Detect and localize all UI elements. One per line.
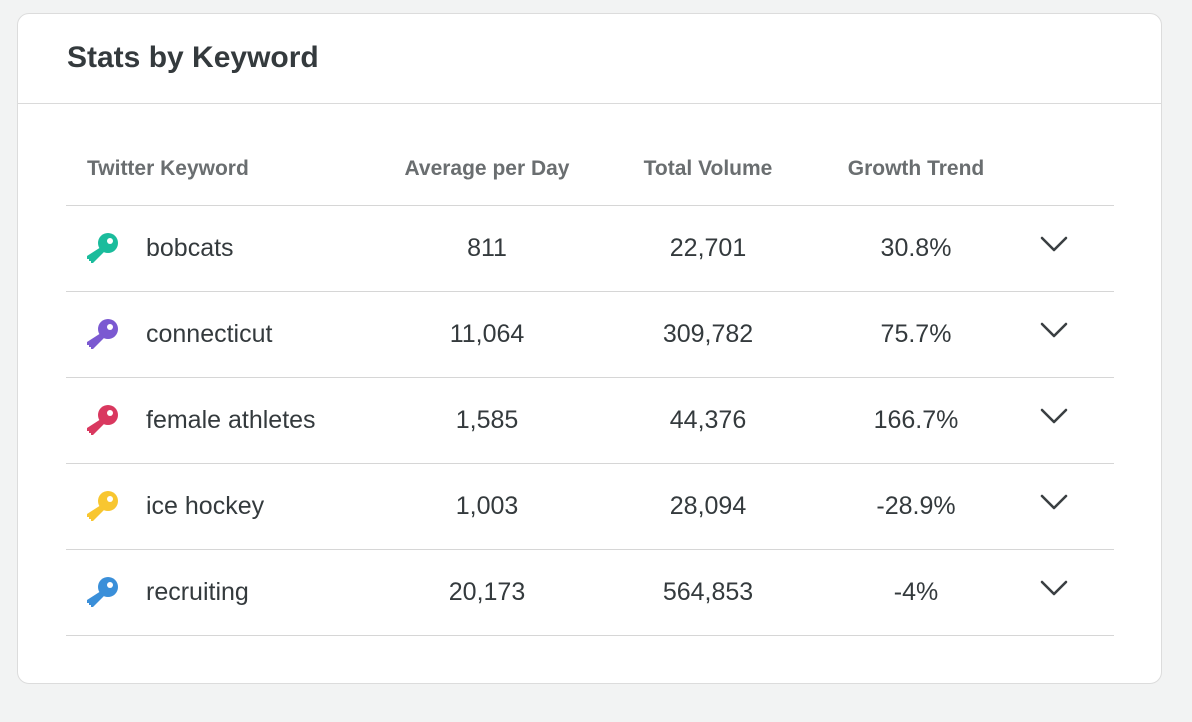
key-icon (87, 318, 118, 349)
average-per-day-cell: 11,064 (449, 320, 525, 348)
header-average-per-day: Average per Day (404, 156, 570, 180)
table-row-connecticut[interactable]: connecticut 11,064 309,782 75.7% (66, 292, 1114, 378)
header-twitter-keyword: Twitter Keyword (87, 156, 249, 180)
keyword-cell: female athletes (66, 403, 396, 439)
chevron-down-icon[interactable] (1039, 492, 1069, 512)
table-row-ice-hockey[interactable]: ice hockey 1,003 28,094 -28.9% (66, 464, 1114, 550)
chevron-down-icon[interactable] (1039, 406, 1069, 426)
chevron-down-icon[interactable] (1039, 578, 1069, 598)
keyword-cell: recruiting (66, 575, 396, 611)
keyword-label: connecticut (146, 320, 273, 348)
keyword-label: female athletes (146, 406, 316, 434)
expand-cell (994, 494, 1114, 512)
keyword-stats-table: Twitter Keyword Average per Day Total Vo… (66, 138, 1114, 636)
key-icon (87, 232, 118, 263)
average-per-day-cell: 1,585 (455, 406, 519, 434)
keyword-label: bobcats (146, 234, 234, 262)
growth-trend-cell: 75.7% (880, 320, 952, 348)
header-growth-trend: Growth Trend (847, 156, 985, 180)
total-volume-cell: 44,376 (669, 406, 747, 434)
total-volume-cell: 22,701 (669, 234, 747, 262)
expand-cell (994, 236, 1114, 254)
average-per-day-cell: 20,173 (448, 578, 526, 606)
average-per-day-cell: 1,003 (455, 492, 519, 520)
expand-cell (994, 408, 1114, 426)
key-icon (87, 576, 118, 607)
expand-cell (994, 322, 1114, 340)
table-body: bobcats 811 22,701 30.8% connecticut 11,… (66, 206, 1114, 636)
growth-trend-cell: -4% (893, 578, 939, 606)
expand-cell (994, 580, 1114, 598)
keyword-label: ice hockey (146, 492, 265, 520)
stats-card: Stats by Keyword Twitter Keyword Average… (17, 13, 1162, 684)
average-per-day-cell: 811 (467, 234, 507, 262)
chevron-down-icon[interactable] (1039, 320, 1069, 340)
total-volume-cell: 309,782 (662, 320, 754, 348)
key-icon (87, 490, 118, 521)
growth-trend-cell: -28.9% (876, 492, 956, 520)
keyword-label: recruiting (146, 578, 249, 606)
keyword-cell: ice hockey (66, 489, 396, 525)
key-icon (87, 404, 118, 435)
growth-trend-cell: 30.8% (880, 234, 952, 262)
header-total-volume: Total Volume (643, 156, 773, 180)
keyword-cell: connecticut (66, 317, 396, 353)
table-header: Twitter Keyword Average per Day Total Vo… (66, 138, 1114, 206)
card-header: Stats by Keyword (18, 14, 1161, 104)
table-row-recruiting[interactable]: recruiting 20,173 564,853 -4% (66, 550, 1114, 636)
total-volume-cell: 564,853 (662, 578, 754, 606)
keyword-cell: bobcats (66, 231, 396, 267)
chevron-down-icon[interactable] (1039, 234, 1069, 254)
card-title: Stats by Keyword (67, 40, 319, 74)
table-row-bobcats[interactable]: bobcats 811 22,701 30.8% (66, 206, 1114, 292)
total-volume-cell: 28,094 (669, 492, 747, 520)
table-row-female-athletes[interactable]: female athletes 1,585 44,376 166.7% (66, 378, 1114, 464)
growth-trend-cell: 166.7% (873, 406, 959, 434)
